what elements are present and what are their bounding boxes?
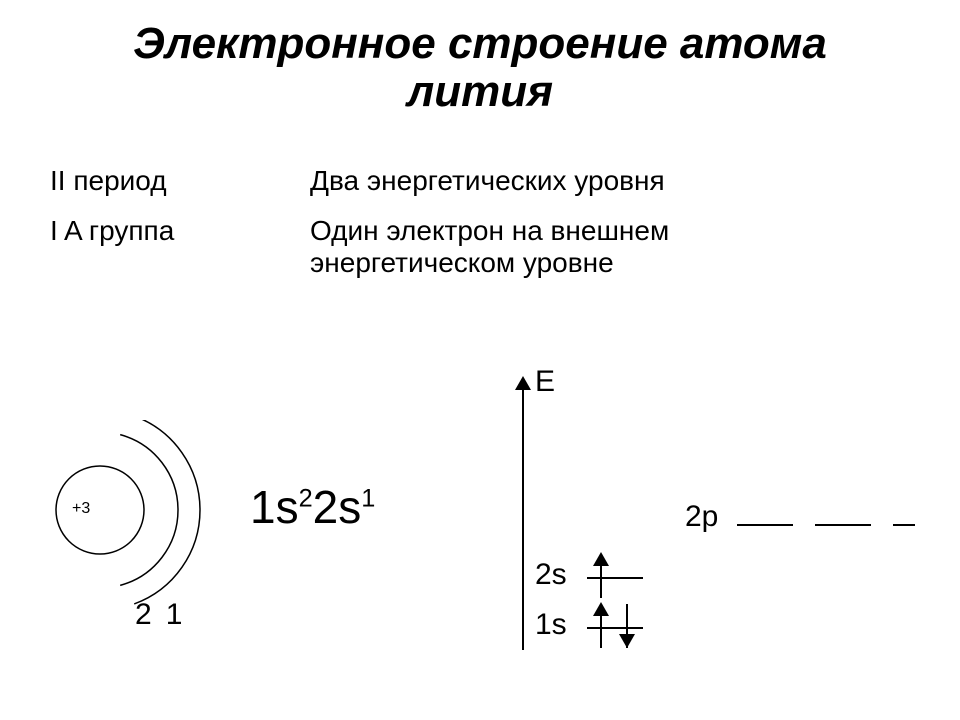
info-row: I A группаОдин электрон на внешнем энерг… xyxy=(50,215,830,279)
info-table: II периодДва энергетических уровняI A гр… xyxy=(50,165,830,279)
electron-configuration: 1s22s1 xyxy=(250,480,375,534)
info-left: I A группа xyxy=(50,215,310,279)
title-line2: лития xyxy=(0,68,960,116)
orbital-label-2s: 2s xyxy=(535,558,567,592)
slide-title: Электронное строение атома лития xyxy=(0,0,960,117)
info-right: Один электрон на внешнем энергетическом … xyxy=(310,215,830,279)
info-left: II период xyxy=(50,165,310,197)
orbital-label-1s: 1s xyxy=(535,608,567,642)
energy-diagram: E1s2s2p xyxy=(515,370,915,660)
info-right: Два энергетических уровня xyxy=(310,165,830,197)
info-row: II периодДва энергетических уровня xyxy=(50,165,830,197)
energy-axis-label: E xyxy=(535,365,555,399)
nucleus-label: +3 xyxy=(72,500,90,518)
orbital-label-2p: 2p xyxy=(685,500,718,534)
shell-labels: 21 xyxy=(135,598,196,632)
title-line1: Электронное строение атома xyxy=(0,20,960,68)
shell-diagram: +3 21 xyxy=(40,420,260,660)
